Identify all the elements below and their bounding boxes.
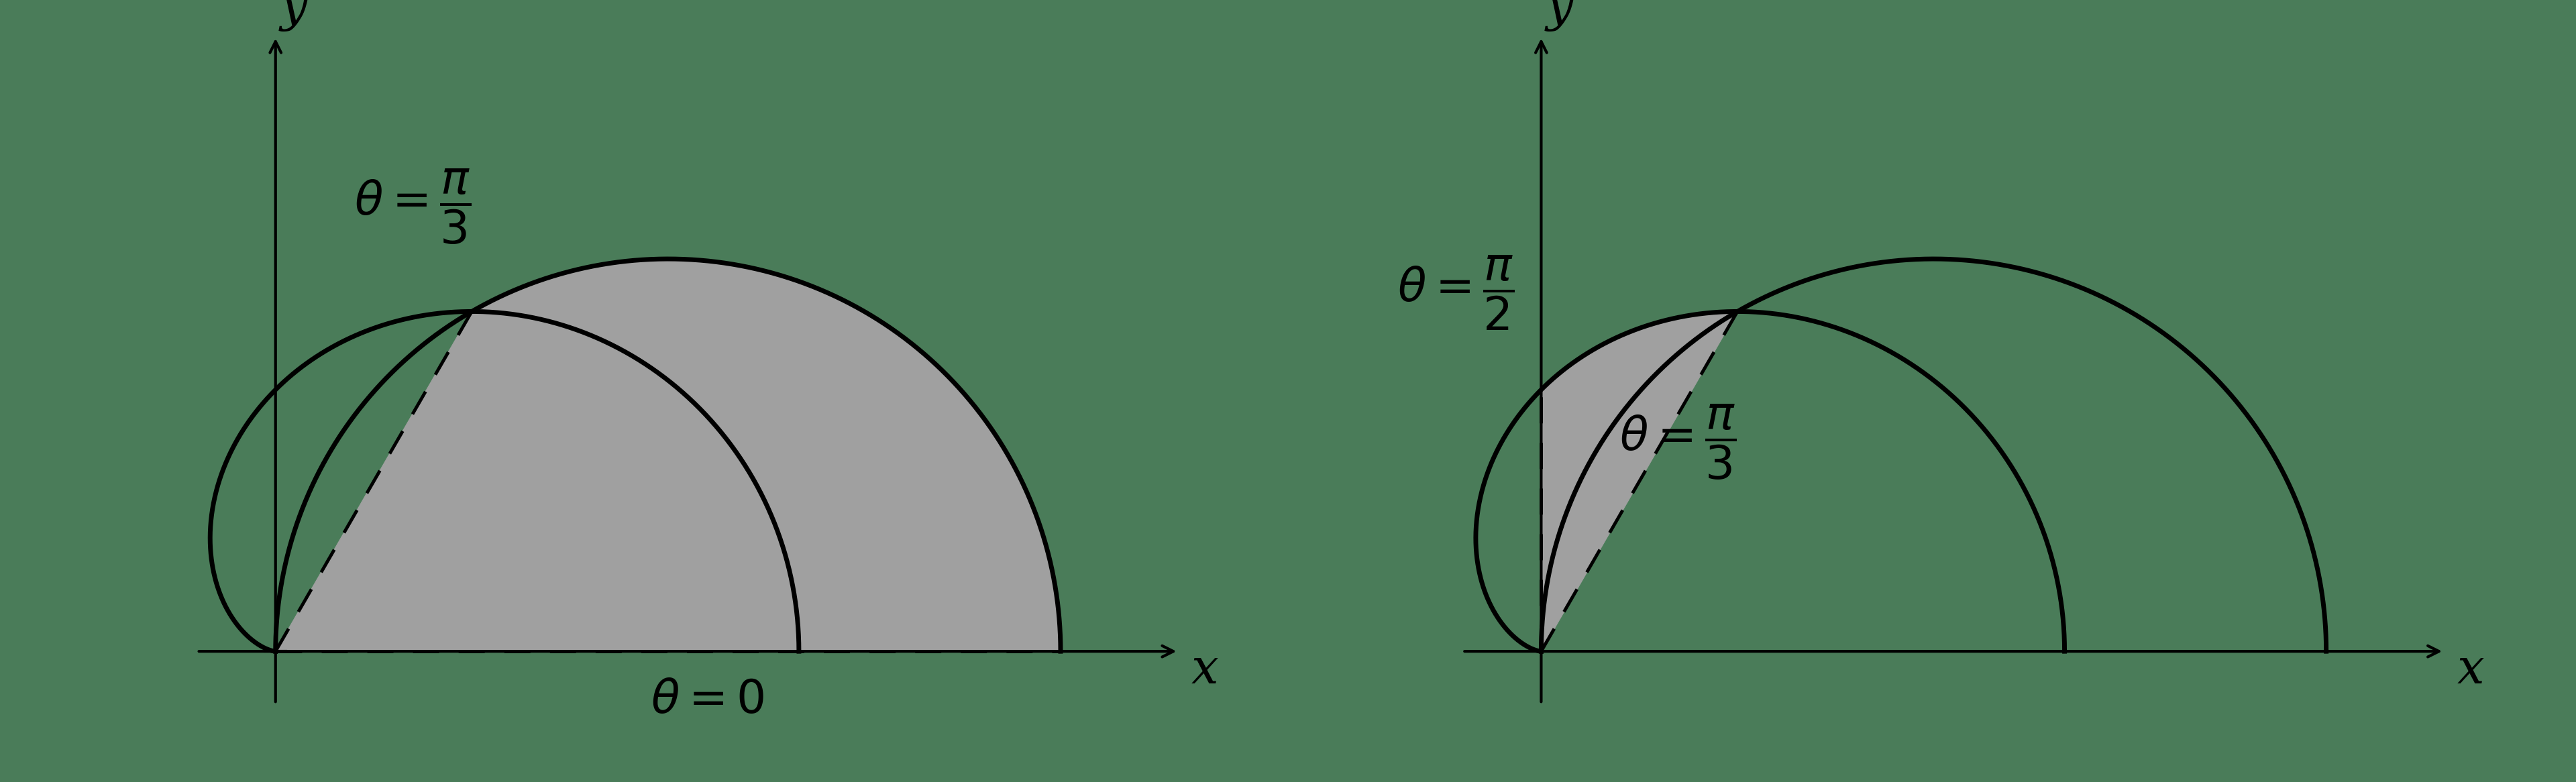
Polygon shape bbox=[276, 259, 1061, 651]
Polygon shape bbox=[1540, 311, 1736, 651]
Text: $\theta = 0$: $\theta = 0$ bbox=[652, 677, 765, 722]
Text: $\theta = \dfrac{\pi}{3}$: $\theta = \dfrac{\pi}{3}$ bbox=[1620, 403, 1736, 481]
Text: $\theta = \dfrac{\pi}{3}$: $\theta = \dfrac{\pi}{3}$ bbox=[353, 167, 471, 246]
Text: y: y bbox=[281, 0, 307, 31]
Text: x: x bbox=[1193, 646, 1218, 694]
Text: x: x bbox=[2458, 646, 2483, 694]
Text: $\theta = \dfrac{\pi}{2}$: $\theta = \dfrac{\pi}{2}$ bbox=[1396, 254, 1515, 332]
Text: y: y bbox=[1546, 0, 1574, 31]
